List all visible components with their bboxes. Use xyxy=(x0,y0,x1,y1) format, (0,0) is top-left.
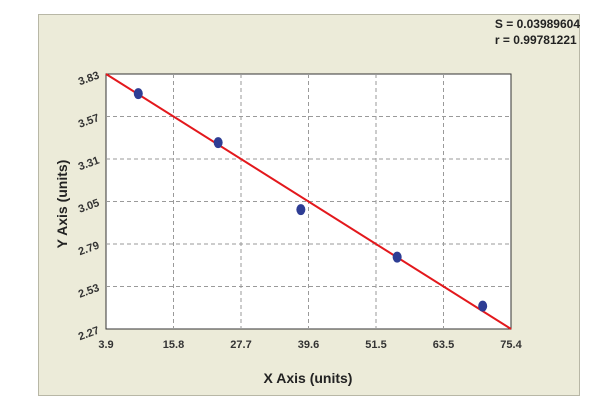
stat-s: S = 0.03989604 xyxy=(494,17,580,31)
stat-r: r = 0.99781221 xyxy=(494,33,577,47)
x-tick-labels: 3.9 15.8 27.7 39.6 51.5 63.5 75.4 xyxy=(98,339,522,351)
data-point xyxy=(296,204,306,216)
data-points xyxy=(133,88,488,312)
y-tick-labels: 3.833.573.313.052.792.532.27 xyxy=(77,70,101,344)
y-tick-label: 2.79 xyxy=(77,240,101,259)
x-tick-label: 63.5 xyxy=(433,339,454,351)
data-point xyxy=(392,251,402,263)
data-point xyxy=(478,300,488,312)
y-tick-label: 3.83 xyxy=(77,70,101,89)
x-tick-label: 3.9 xyxy=(98,339,113,351)
y-tick-label: 3.05 xyxy=(77,197,101,216)
y-tick-label: 2.53 xyxy=(77,282,101,301)
x-axis-title: X Axis (units) xyxy=(263,370,353,386)
stats-box: S = 0.03989604 r = 0.99781221 xyxy=(495,16,580,48)
y-tick-label: 3.57 xyxy=(77,112,101,131)
data-point xyxy=(213,137,223,149)
data-point xyxy=(133,88,143,100)
y-axis-title: Y Axis (units) xyxy=(54,159,70,249)
x-tick-label: 75.4 xyxy=(500,339,522,351)
x-tick-label: 27.7 xyxy=(230,339,251,351)
x-tick-label: 39.6 xyxy=(298,339,319,351)
regression-line xyxy=(105,73,512,330)
y-tick-label: 3.31 xyxy=(77,155,101,174)
x-tick-label: 15.8 xyxy=(163,339,184,351)
x-tick-label: 51.5 xyxy=(365,339,386,351)
